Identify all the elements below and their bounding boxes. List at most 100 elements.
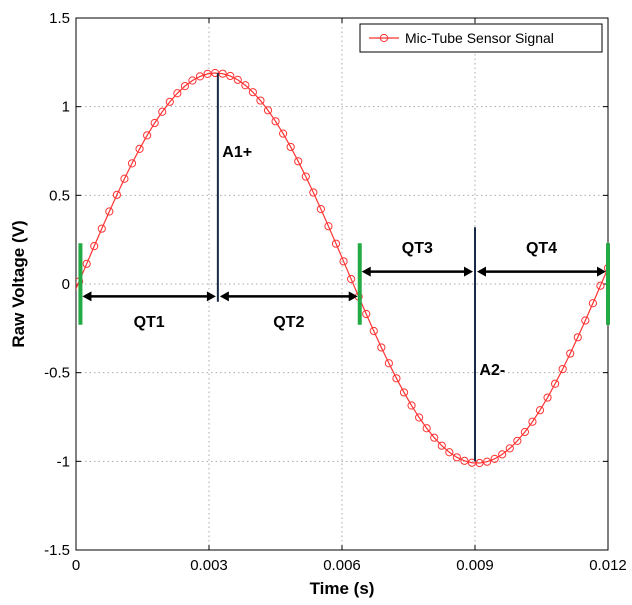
signal-marker [97, 224, 106, 233]
signal-marker [483, 457, 492, 466]
signal-marker [165, 97, 174, 106]
signal-marker [112, 190, 122, 199]
signal-marker [460, 456, 469, 465]
signal-marker [301, 172, 310, 181]
signal-marker [430, 433, 439, 442]
signal-marker [271, 117, 280, 126]
signal-marker [490, 454, 499, 463]
interval-label: QT4 [526, 240, 557, 257]
interval-label: QT3 [402, 240, 433, 257]
signal-marker [520, 427, 529, 437]
signal-marker [558, 364, 567, 374]
signal-marker [437, 441, 446, 450]
signal-marker [347, 274, 356, 284]
legend-swatch-marker [379, 33, 389, 43]
x-tick-label: 0.009 [456, 557, 494, 574]
signal-marker [581, 316, 590, 325]
signal-marker [324, 222, 333, 231]
signal-marker [256, 96, 265, 105]
signal-marker [286, 142, 295, 152]
signal-marker [377, 343, 386, 352]
signal-marker [603, 263, 608, 273]
signal-marker [475, 458, 484, 468]
signal-marker [551, 379, 560, 388]
signal-marker [596, 281, 605, 290]
arrow-head [82, 291, 92, 302]
signal-marker [105, 207, 114, 216]
x-tick-label: 0.006 [323, 557, 361, 574]
signal-marker [452, 453, 461, 462]
signal-marker [543, 393, 552, 402]
signal-marker [279, 129, 288, 138]
signal-marker [127, 159, 137, 168]
signal-marker [588, 299, 597, 308]
legend-box [359, 23, 603, 53]
axis-ticks: 0 0.003 0.006 0.009 0.012 1.5 1 0.5 0 -0.5 -1 -1.5 [44, 10, 627, 574]
signal-marker [143, 131, 152, 140]
y-axis-label: Raw Voltage (V) [9, 220, 28, 347]
signal-marker [505, 444, 514, 453]
signal-marker [150, 118, 159, 128]
signal-marker [498, 450, 507, 459]
signal-marker [233, 75, 242, 84]
signal-marker [566, 349, 575, 358]
grid [76, 18, 608, 550]
signal-marker [513, 436, 522, 445]
signal-marker [241, 81, 250, 90]
arrow-head [464, 266, 473, 277]
signal-marker [399, 388, 409, 397]
y-tick-label: -0.5 [44, 365, 70, 382]
signal-marker [369, 326, 378, 336]
x-tick-label: 0 [72, 557, 80, 574]
signal-marker [82, 259, 91, 268]
signal-marker [294, 157, 303, 166]
signal-marker [263, 106, 273, 115]
series-layer [68, 68, 608, 468]
x-tick-label: 0.012 [589, 557, 627, 574]
interval-label: QT1 [134, 314, 165, 331]
annotations: A1+ A2- QT1 QT2 QT3 QT4 [78, 72, 610, 462]
signal-marker [180, 82, 189, 91]
y-tick-label: 0.5 [49, 187, 70, 204]
signal-marker [248, 88, 257, 97]
arrow-head [206, 291, 216, 302]
amplitude-label: A2- [479, 362, 505, 379]
x-axis-label: Time (s) [310, 579, 375, 598]
signal-marker [120, 174, 129, 183]
y-tick-label: 0 [62, 276, 70, 293]
y-tick-label: 1.5 [49, 10, 70, 27]
x-tick-label: 0.003 [190, 557, 228, 574]
signal-marker [573, 333, 582, 342]
signal-marker [415, 413, 424, 422]
interval-label: QT2 [273, 314, 304, 331]
signal-marker [535, 406, 545, 415]
signal-marker [331, 239, 341, 248]
signal-marker [309, 188, 318, 197]
signal-marker [90, 242, 99, 251]
amplitude-label: A1+ [222, 144, 252, 161]
signal-line [76, 72, 608, 464]
y-tick-label: -1.5 [44, 542, 70, 559]
signal-marker [68, 295, 75, 302]
arrow-head [348, 291, 358, 302]
signal-marker [528, 417, 537, 426]
signal-marker [218, 69, 227, 78]
signal-marker [173, 89, 182, 98]
signal-marker [135, 144, 144, 154]
signal-marker [158, 107, 167, 116]
legend-label: Mic-Tube Sensor Signal [405, 30, 554, 46]
signal-marker [384, 359, 393, 368]
signal-marker [188, 76, 197, 85]
arrow-head [219, 291, 229, 302]
arrow-head [361, 266, 371, 277]
signal-marker [422, 424, 431, 433]
signal-marker [339, 257, 348, 266]
signal-marker [392, 374, 401, 383]
arrow-head [597, 266, 606, 277]
arrow-head [477, 266, 486, 277]
signal-marker [316, 205, 325, 214]
signal-marker [407, 401, 416, 410]
y-tick-label: -1 [57, 453, 70, 470]
signal-marker [445, 448, 454, 457]
